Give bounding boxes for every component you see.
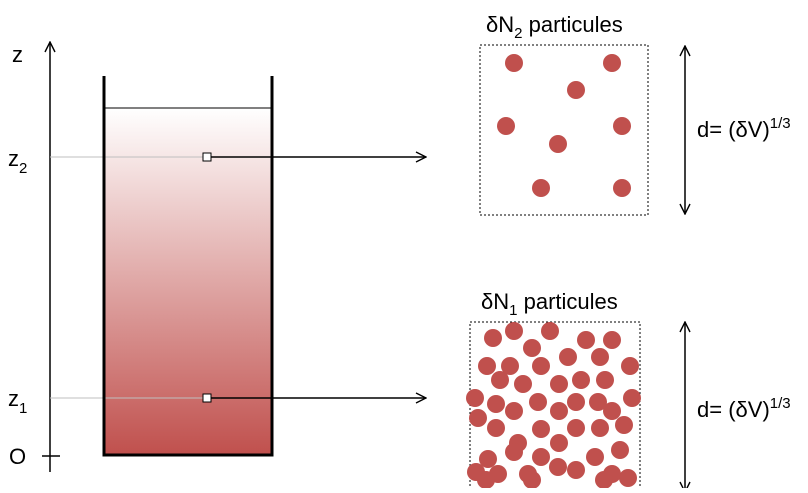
particle xyxy=(615,416,633,434)
particle xyxy=(501,357,519,375)
level-z1-label: z1 xyxy=(8,386,27,417)
particle xyxy=(532,420,550,438)
particle xyxy=(479,450,497,468)
container xyxy=(102,76,274,457)
particle xyxy=(549,135,567,153)
box-z2 xyxy=(479,44,649,216)
particle xyxy=(567,461,585,479)
particle xyxy=(514,375,532,393)
particle xyxy=(466,389,484,407)
particle xyxy=(523,471,541,489)
particle xyxy=(611,441,629,459)
particle xyxy=(603,54,621,72)
particle xyxy=(550,402,568,420)
particle xyxy=(591,348,609,366)
particle xyxy=(613,117,631,135)
particle xyxy=(567,419,585,437)
particle xyxy=(577,331,595,349)
particle xyxy=(549,458,567,476)
particle xyxy=(619,469,637,487)
level-z2-label: z2 xyxy=(8,146,27,177)
particle xyxy=(550,375,568,393)
particle xyxy=(567,81,585,99)
particle xyxy=(586,448,604,466)
particle xyxy=(613,179,631,197)
particle xyxy=(523,339,541,357)
particle xyxy=(559,348,577,366)
particle xyxy=(505,402,523,420)
dimension-label-top: d= (δV)1/3 xyxy=(697,115,791,142)
particle xyxy=(487,419,505,437)
box-z1-title: δN1 particules xyxy=(481,289,618,319)
particle xyxy=(505,322,523,340)
z-axis-label: z xyxy=(12,42,23,67)
particle xyxy=(603,331,621,349)
particle xyxy=(484,329,502,347)
particle xyxy=(591,419,609,437)
particle xyxy=(505,443,523,461)
probe-volume-z2 xyxy=(202,152,212,162)
particle xyxy=(596,371,614,389)
particle xyxy=(550,434,568,452)
origin-label: O xyxy=(9,444,26,469)
particle xyxy=(532,179,550,197)
particle xyxy=(532,448,550,466)
probe-volume-z1 xyxy=(202,393,212,403)
box-z2-particles xyxy=(497,54,631,197)
particle xyxy=(567,393,585,411)
particle xyxy=(467,463,485,481)
particle xyxy=(497,117,515,135)
particle xyxy=(541,322,559,340)
box-z2-title: δN2 particules xyxy=(486,12,623,42)
liquid-gradient xyxy=(104,108,272,455)
particle xyxy=(589,393,607,411)
particle xyxy=(572,371,590,389)
box-z1-particles xyxy=(466,322,641,489)
particle xyxy=(532,357,550,375)
particle xyxy=(595,471,613,489)
particle xyxy=(623,389,641,407)
particle xyxy=(603,402,621,420)
particle xyxy=(478,357,496,375)
particle xyxy=(487,395,505,413)
particle xyxy=(505,54,523,72)
dimension-label-bottom: d= (δV)1/3 xyxy=(697,395,791,422)
particle xyxy=(469,409,487,427)
particle xyxy=(491,371,509,389)
particle xyxy=(621,357,639,375)
particle xyxy=(529,393,547,411)
